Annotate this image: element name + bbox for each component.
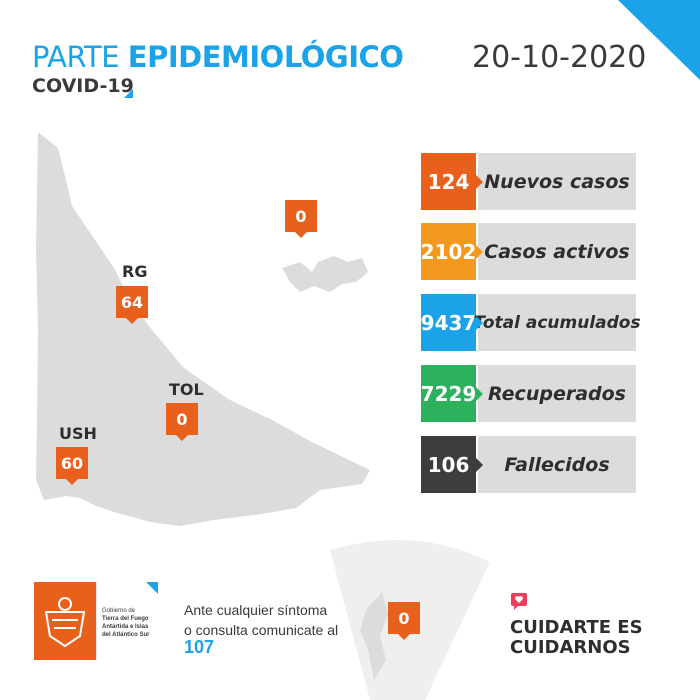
heart-chat-icon [511,593,527,610]
badge-malvinas-pointer [295,232,307,238]
logo-line-4: del Atlántico Sur [102,632,150,638]
badge-ush: 60 [56,447,88,479]
stat-total-acumulados: 9437 Total acumulados [421,294,641,351]
badge-tol: 0 [166,403,198,435]
contact-line-1: Ante cualquier síntoma [184,602,328,618]
page-subtitle: COVID-19 [32,75,134,97]
stat-label: Fallecidos [504,453,610,476]
stat-label-box: Recuperados [478,365,636,422]
stat-label-box: Casos activos [478,223,636,280]
stat-label: Casos activos [484,240,630,263]
stat-fallecidos: 106 Fallecidos [421,436,636,493]
logo-text-panel: Gobierno de Tierra del Fuego Antártida e… [96,582,159,660]
contact-line-2: o consulta comunicate al [184,622,339,638]
title-light: PARTE [32,40,120,74]
stat-label-box: Nuevos casos [478,153,636,210]
stat-label-box: Total acumulados [473,294,641,351]
badge-ush-pointer [66,479,78,485]
place-label-ush: USH [59,424,97,443]
page-title: PARTE EPIDEMIOLÓGICO [32,40,404,74]
contact-number: 107 [184,637,215,657]
stat-value: 106 [421,436,476,493]
stat-label: Total acumulados [473,312,641,333]
tierra-del-fuego-map [36,132,370,526]
stat-value: 7229 [421,365,476,422]
stat-nuevos-casos: 124 Nuevos casos [421,153,636,210]
logo-line-1: Gobierno de [102,608,136,614]
report-date: 20-10-2020 [472,40,647,75]
stat-arrow-icon [476,387,483,401]
logo-corner-icon [146,582,158,594]
stat-arrow-icon [476,175,483,189]
badge-rg-pointer [126,318,138,324]
badge-antartida-pointer [398,634,410,640]
slogan-line-2: CUIDARNOS [510,637,631,658]
stat-recuperados: 7229 Recuperados [421,365,636,422]
badge-tol-pointer [176,435,188,441]
stat-value: 2102 [421,223,476,280]
subtitle-corner-icon [124,89,133,98]
shield-icon [44,597,86,648]
stat-label-box: Fallecidos [478,436,636,493]
slogan-line-1: CUIDARTE ES [510,617,643,638]
title-bold: EPIDEMIOLÓGICO [127,40,404,74]
badge-rg: 64 [116,286,148,318]
logo-line-2: Tierra del Fuego [102,616,149,622]
badge-antartida: 0 [388,602,420,634]
stat-label: Recuperados [487,382,626,405]
logo-line-3: Antártida e Islas [102,624,149,630]
corner-decoration [618,0,700,80]
stat-arrow-icon [476,316,483,330]
stat-label: Nuevos casos [484,170,630,193]
place-label-tol: TOL [169,380,204,399]
stat-value: 9437 [421,294,476,351]
stat-arrow-icon [476,458,483,472]
slogan: CUIDARTE ES CUIDARNOS [510,618,643,658]
stat-casos-activos: 2102 Casos activos [421,223,636,280]
contact-text: Ante cualquier síntoma o consulta comuni… [184,600,338,640]
stat-arrow-icon [476,245,483,259]
place-label-rg: RG [122,262,148,281]
stat-value: 124 [421,153,476,210]
badge-malvinas: 0 [285,200,317,232]
government-logo [34,582,96,660]
